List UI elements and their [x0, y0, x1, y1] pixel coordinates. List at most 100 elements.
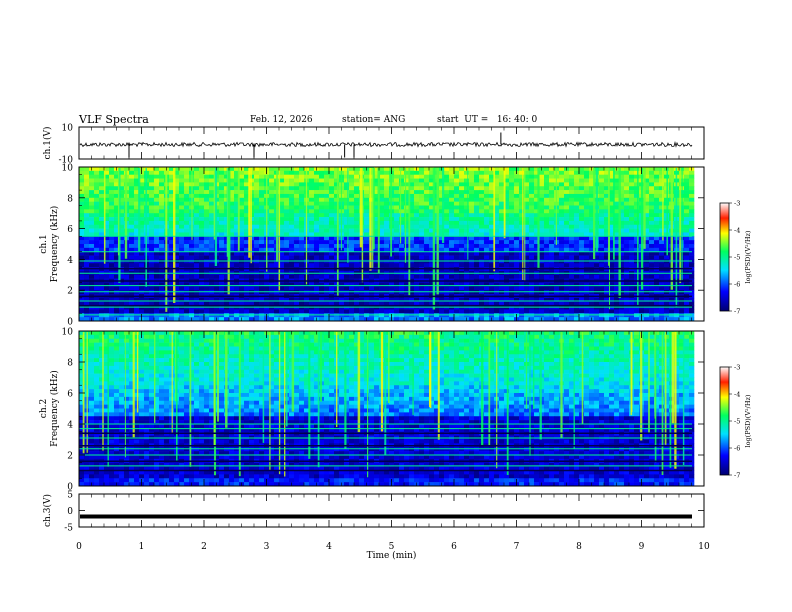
ch1-spectrogram-cell [564, 197, 570, 202]
ch1-spectrogram-cell [144, 317, 150, 322]
ch1-spectrogram-cell [284, 182, 290, 187]
ch1-spectrogram-cell [104, 286, 110, 291]
ch1-spectrogram-cell [134, 205, 140, 210]
ch1-spectrogram-cell [129, 201, 135, 206]
ch1-spectrogram-cell [469, 205, 475, 210]
ch1-spectrogram-cell [404, 274, 410, 279]
ch1-spectrogram-cell [269, 190, 275, 195]
ch1-spectrogram-cell [394, 174, 400, 179]
ch1-spectrogram-cell [374, 290, 380, 295]
ch1-spectrogram-cell [539, 205, 545, 210]
ch1-spectrogram-cell [84, 201, 90, 206]
ch1-spectrogram-cell [249, 290, 255, 295]
ch1-spectrogram-cell [464, 313, 470, 318]
ch1-spectrogram-cell [244, 224, 250, 229]
ch1-spectrogram-cell [659, 313, 665, 318]
ch1-spectrogram-cell [299, 282, 305, 287]
ch1-spectrogram-cell [104, 317, 110, 322]
ch1-spectrogram-cell [99, 297, 105, 303]
ch1-spectrogram-cell [554, 305, 560, 310]
ch1-spectrogram-cell [184, 251, 190, 256]
ch1-spectrogram-cell [384, 290, 390, 295]
ch1-spectrogram-cell [289, 255, 295, 260]
ch1-spectrogram-cell [199, 186, 205, 191]
ch1-spectrogram-cell [374, 228, 380, 233]
ch1-spectrogram-cell [149, 263, 155, 268]
ch1-spectrogram-cell [554, 286, 560, 291]
ch1-spectrogram-cell [244, 205, 250, 210]
ch1-spectrogram-cell [514, 220, 520, 226]
ch1-spectrogram-cell [504, 247, 510, 252]
ch1-spectrogram-cell [314, 228, 320, 233]
ch1-spectrogram-cell [504, 317, 510, 322]
ch1-spectrogram-cell [169, 236, 175, 241]
ch1-spectrogram-cell [454, 309, 460, 314]
ch1-spectrogram-cell [294, 174, 300, 179]
ch1-spectrogram-cell [564, 282, 570, 287]
ch1-spectrogram-cell [684, 174, 690, 179]
ch1-spectrogram-cell [514, 232, 520, 237]
ch1-spectrogram-cell [234, 301, 240, 306]
ch1-spectrogram-cell [519, 224, 525, 229]
ch1-spectrogram-cell [234, 232, 240, 237]
ch1-spectrogram-cell [364, 247, 370, 252]
ch1-spectrogram-cell [689, 217, 695, 222]
ch1-spectrogram-cell [174, 255, 180, 260]
ch1-spectrogram-cell [344, 255, 350, 260]
ch1-spectrogram-cell [299, 197, 305, 202]
ch1-spectrogram-cell [324, 301, 330, 306]
ch1-spectrogram-cell [504, 282, 510, 287]
ch1-spectrogram-cell [459, 259, 465, 264]
ch1-spectrogram-cell [244, 317, 250, 322]
ch1-spectrogram-cell [79, 244, 85, 249]
ch1-spectrogram-cell [619, 251, 625, 256]
ch1-spectrogram-cell [234, 190, 240, 195]
ch1-spectrogram-cell [174, 182, 180, 187]
ch1-spectrogram-cell [224, 228, 230, 233]
ch1-spectrogram-cell [109, 247, 115, 252]
ch1-spectrogram-cell [479, 263, 485, 268]
ch1-spectrogram-cell [504, 232, 510, 237]
ch1-spectrogram-cell [444, 236, 450, 241]
ch1-spectrogram-cell [494, 209, 500, 214]
ch1-spectrogram-cell [284, 220, 290, 226]
ch1-spectrogram-cell [634, 259, 640, 264]
ch1-spectrogram-cell [654, 170, 660, 175]
ch1-spectrogram-cell [499, 305, 505, 310]
ch1-spectrogram-cell [379, 313, 385, 318]
ch1-spectrogram-cell [449, 301, 455, 306]
ch1-spectrogram-cell [209, 217, 215, 222]
ch1-spectrogram-cell [489, 220, 495, 226]
ch1-spectrogram-cell [314, 259, 320, 264]
ch1-spectrogram-cell [139, 213, 145, 218]
ch1-spectrogram-cell [359, 317, 365, 322]
ch1-spectrogram-cell [574, 224, 580, 229]
ch1-spectrogram-cell [409, 305, 415, 310]
ch1-spectrogram-cell [324, 170, 330, 175]
ch1-spectrogram-cell [624, 178, 630, 183]
ch1-spectrogram-cell [99, 193, 105, 199]
ch1-spectrogram-cell [629, 193, 635, 199]
ch1-spectrogram-cell [624, 247, 630, 252]
ch1-spectrogram-cell [444, 193, 450, 199]
ch1-spectrogram-cell [574, 290, 580, 295]
ch1-spectrogram-cell [519, 228, 525, 233]
ch1-spectrogram-cell [439, 236, 445, 241]
ch1-spectrogram-cell [414, 224, 420, 229]
ch1-spectrogram-cell [219, 251, 225, 256]
ch1-spectrogram-cell [439, 205, 445, 210]
ch1-spectrogram-cell [489, 201, 495, 206]
ch1-spectrogram-cell [654, 209, 660, 214]
ch1-spectrogram-cell [239, 217, 245, 222]
ch1-spectrogram-cell [379, 193, 385, 199]
ch1-spectrogram-cell [374, 259, 380, 264]
ch1-spectrogram-cell [109, 167, 115, 172]
ch1-spectrogram-cell [504, 224, 510, 229]
ch1-spectrogram-cell [79, 255, 85, 260]
ch1-spectrogram-cell [554, 244, 560, 249]
ch1-spectrogram-cell [349, 224, 355, 229]
ch1-spectrogram-cell [529, 286, 535, 291]
ch1-spectrogram-cell [419, 228, 425, 233]
ch1-spectrogram-cell [119, 305, 125, 310]
ch1-spectrogram-cell [444, 170, 450, 175]
